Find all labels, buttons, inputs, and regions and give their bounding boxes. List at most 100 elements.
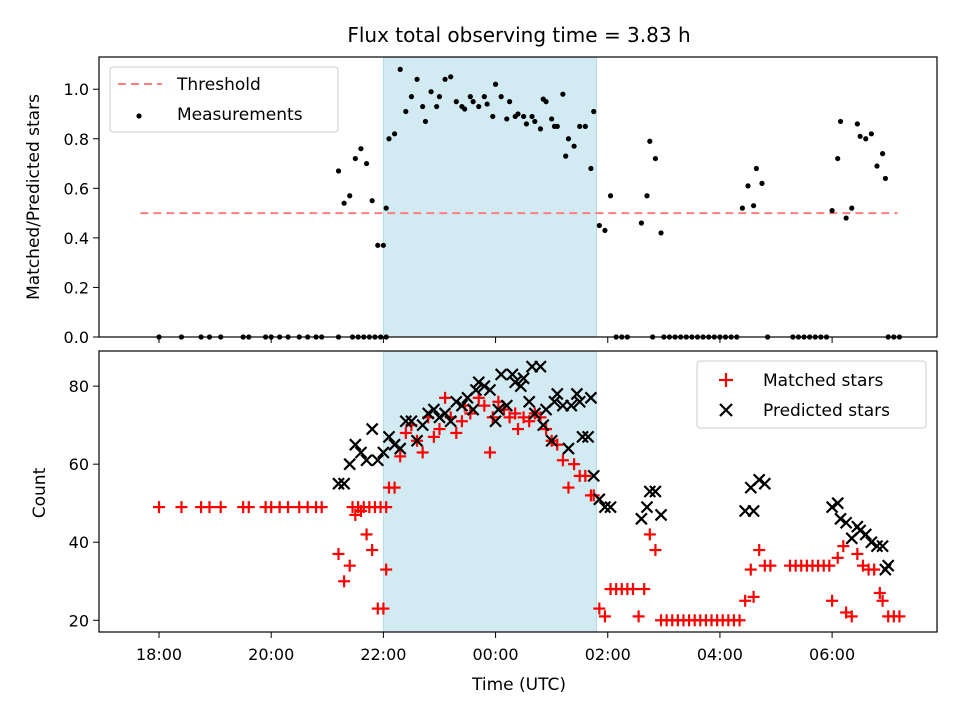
top-ytick-label: 0.8 — [64, 130, 89, 149]
measurement-point — [453, 99, 459, 105]
measurement-point — [577, 123, 583, 129]
predicted-star-point — [584, 391, 598, 405]
measurement-point — [745, 183, 751, 189]
matched-star-point — [764, 559, 777, 572]
predicted-star-stroke-b — [469, 383, 483, 397]
measurement-point — [863, 136, 869, 142]
matched-star-point — [450, 426, 463, 439]
matched-star-point — [845, 610, 858, 623]
matched-star-point — [380, 501, 393, 514]
measurement-point — [582, 123, 588, 129]
measurement-point — [408, 94, 415, 100]
matched-star-point — [649, 544, 662, 557]
measurement-point — [868, 131, 874, 137]
measurement-point — [498, 94, 504, 100]
matched-star-point — [523, 415, 536, 428]
predicted-star-stroke-b — [598, 500, 612, 514]
predicted-star-stroke-b — [489, 414, 502, 428]
matched-star-point — [876, 594, 889, 607]
predicted-star-point — [825, 500, 839, 514]
matched-star-point — [242, 501, 255, 514]
predicted-star-stroke-b — [536, 418, 550, 432]
measurement-point — [391, 131, 398, 137]
predicted-star-point — [536, 418, 550, 432]
predicted-star-point — [853, 524, 867, 537]
measurement-point — [759, 180, 765, 186]
measurement-point — [879, 151, 886, 157]
predicted-star-point — [337, 477, 351, 490]
predicted-star-stroke-b — [758, 477, 772, 490]
predicted-star-stroke-b — [654, 508, 668, 522]
predicted-star-stroke-b — [478, 379, 491, 393]
matched-star-point — [568, 458, 581, 471]
predicted-star-point — [522, 395, 536, 409]
matched-star-point — [826, 594, 839, 607]
matched-star-point — [626, 583, 639, 596]
measurement-point — [442, 76, 448, 82]
predicted-star-point — [444, 414, 457, 428]
predicted-star-stroke-b — [573, 395, 586, 409]
measurement-point — [750, 203, 757, 209]
matched-star-point — [388, 481, 401, 494]
predicted-star-stroke-b — [550, 387, 564, 401]
predicted-star-stroke-b — [444, 414, 457, 428]
predicted-star-point — [438, 407, 452, 420]
legend-matched-swatch — [719, 373, 733, 387]
predicted-star-point — [332, 477, 345, 490]
top-ytick-label: 0.0 — [64, 328, 89, 347]
bottom-xtick-label: 00:00 — [473, 645, 519, 664]
predicted-star-point — [758, 477, 772, 490]
measurement-point — [380, 242, 386, 248]
predicted-star-stroke-b — [421, 407, 435, 420]
predicted-star-stroke-b — [831, 496, 844, 510]
predicted-star-point — [365, 422, 379, 436]
matched-star-point — [831, 551, 844, 564]
legend-predicted-label: Predicted stars — [763, 401, 890, 421]
measurement-point — [515, 111, 521, 117]
predicted-star-stroke-b — [593, 493, 606, 506]
matched-star-point — [562, 481, 575, 494]
predicted-star-stroke-b — [865, 535, 878, 549]
measurement-point — [849, 205, 855, 211]
predicted-star-point — [343, 457, 357, 471]
bottom-x-axis: 18:00 20:00 22:00 00:00 02:00 04:00 06:00 — [136, 632, 855, 664]
predicted-star-point — [581, 430, 595, 444]
predicted-star-point — [455, 399, 469, 412]
predicted-star-stroke-b — [581, 430, 595, 444]
predicted-star-point — [494, 368, 508, 381]
predicted-star-stroke-b — [587, 469, 601, 483]
bottom-ytick-label: 60 — [69, 455, 89, 474]
top-ytick-label: 1.0 — [64, 80, 89, 99]
measurement-point — [537, 126, 544, 132]
top-y-axis: 0.0 0.2 0.4 0.6 0.8 1.0 — [64, 80, 99, 347]
legend-predicted-swatch — [719, 403, 733, 417]
matched-star-point — [739, 594, 752, 607]
predicted-star-point — [881, 559, 895, 572]
predicted-star-point — [573, 395, 586, 409]
predicted-star-stroke-b — [506, 368, 519, 381]
predicted-star-point — [506, 368, 519, 381]
top-ytick-label: 0.6 — [64, 179, 89, 198]
measurement-point — [753, 165, 759, 172]
bottom-ytick-label: 80 — [69, 377, 89, 396]
legend-measurements-label: Measurements — [177, 105, 303, 125]
chart-title: Flux total observing time = 3.83 h — [347, 23, 690, 47]
predicted-star-point — [876, 539, 889, 553]
matched-star-point — [579, 469, 592, 482]
bottom-xtick-label: 06:00 — [809, 645, 855, 664]
measurement-point — [565, 136, 572, 142]
matched-star-point — [380, 563, 393, 576]
matched-star-point — [439, 391, 452, 404]
matched-star-point — [433, 423, 446, 436]
measurement-point — [422, 118, 429, 125]
measurement-point — [882, 175, 888, 182]
bottom-xtick-label: 22:00 — [360, 645, 406, 664]
predicted-star-point — [399, 414, 413, 428]
predicted-star-point — [382, 430, 396, 444]
bottom-xtick-label: 20:00 — [248, 645, 294, 664]
predicted-star-stroke-b — [876, 539, 889, 553]
measurement-point — [554, 123, 560, 129]
predicted-star-point — [859, 528, 873, 541]
matched-star-point — [509, 407, 522, 420]
